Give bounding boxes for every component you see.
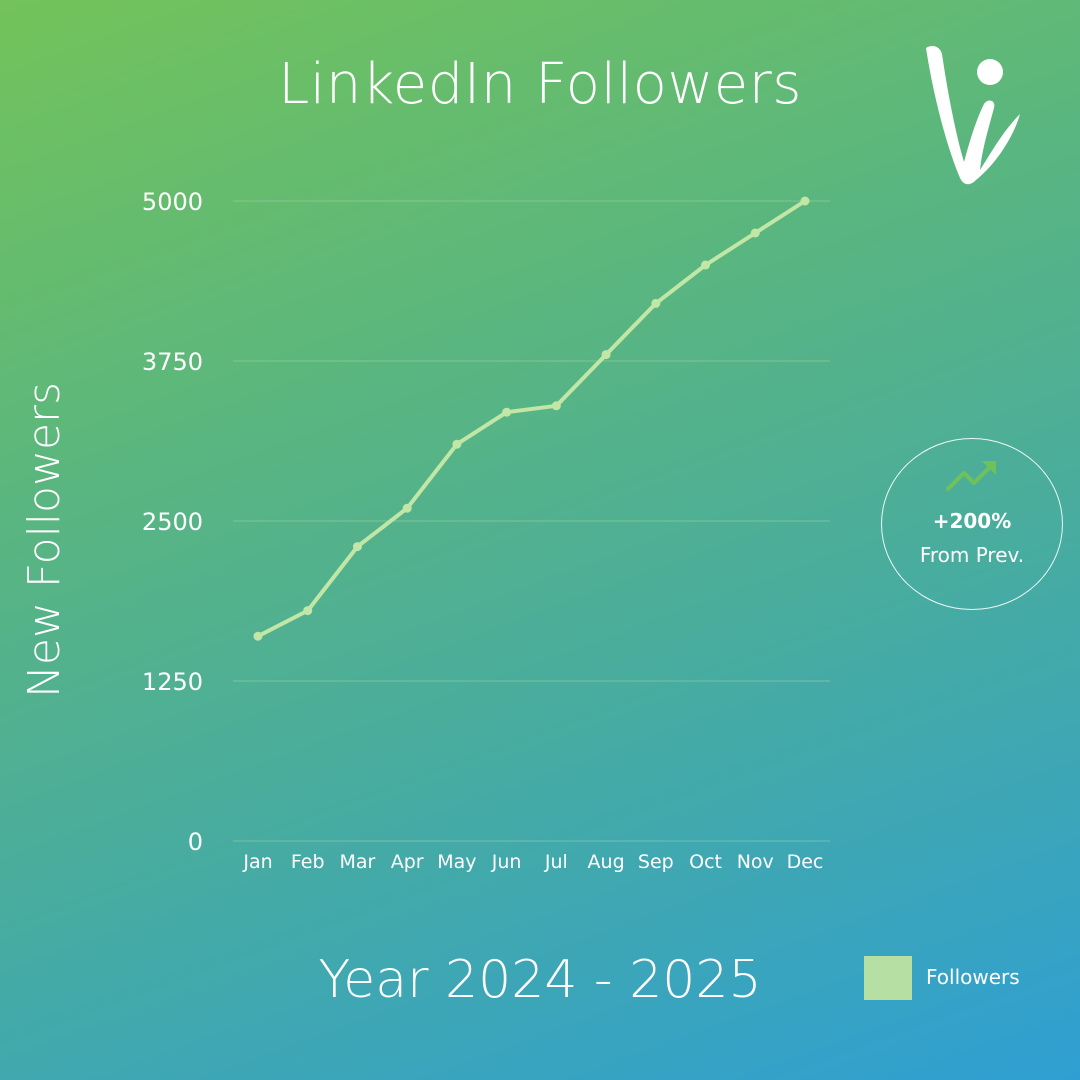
data-point [253, 631, 263, 641]
trend-up-arrow-icon [946, 461, 996, 491]
series-line [256, 199, 807, 639]
x-tick-label: Apr [391, 851, 424, 873]
brand-logo-icon [926, 46, 1020, 185]
x-tick-label: Feb [291, 851, 325, 873]
data-point [502, 407, 512, 417]
legend-label: Followers [926, 965, 1020, 989]
y-tick-label: 0 [188, 828, 203, 856]
y-tick-label: 1250 [142, 668, 203, 696]
x-tick-label: May [437, 851, 476, 873]
x-axis-title: Year 2024 - 2025 [318, 950, 762, 1010]
x-tick-label: Oct [689, 851, 722, 873]
x-tick-label: Jan [242, 851, 272, 873]
data-point [402, 503, 412, 513]
growth-caption: From Prev. [919, 543, 1025, 567]
growth-value: +200% [932, 509, 1012, 533]
x-tick-label: Dec [787, 851, 824, 873]
growth-badge: +200% From Prev. [881, 438, 1063, 610]
data-point [551, 401, 561, 411]
x-tick-label: Jun [491, 851, 522, 873]
x-tick-label: Sep [638, 851, 674, 873]
legend-swatch [864, 956, 912, 1000]
x-tick-label: Mar [340, 851, 376, 873]
data-point [352, 542, 362, 552]
data-point [701, 260, 711, 270]
data-point [452, 439, 462, 449]
data-point [601, 350, 611, 360]
chart-title: LinkedIn Followers [278, 52, 802, 117]
y-tick-label: 2500 [142, 508, 203, 536]
y-tick-label: 5000 [142, 188, 203, 216]
x-tick-label: Jul [544, 851, 568, 873]
data-point [303, 606, 313, 616]
data-point [750, 228, 760, 238]
data-point [651, 298, 661, 308]
data-point [800, 196, 810, 206]
x-tick-label: Aug [588, 851, 625, 873]
y-tick-label: 3750 [142, 348, 203, 376]
x-tick-label: Nov [737, 851, 774, 873]
